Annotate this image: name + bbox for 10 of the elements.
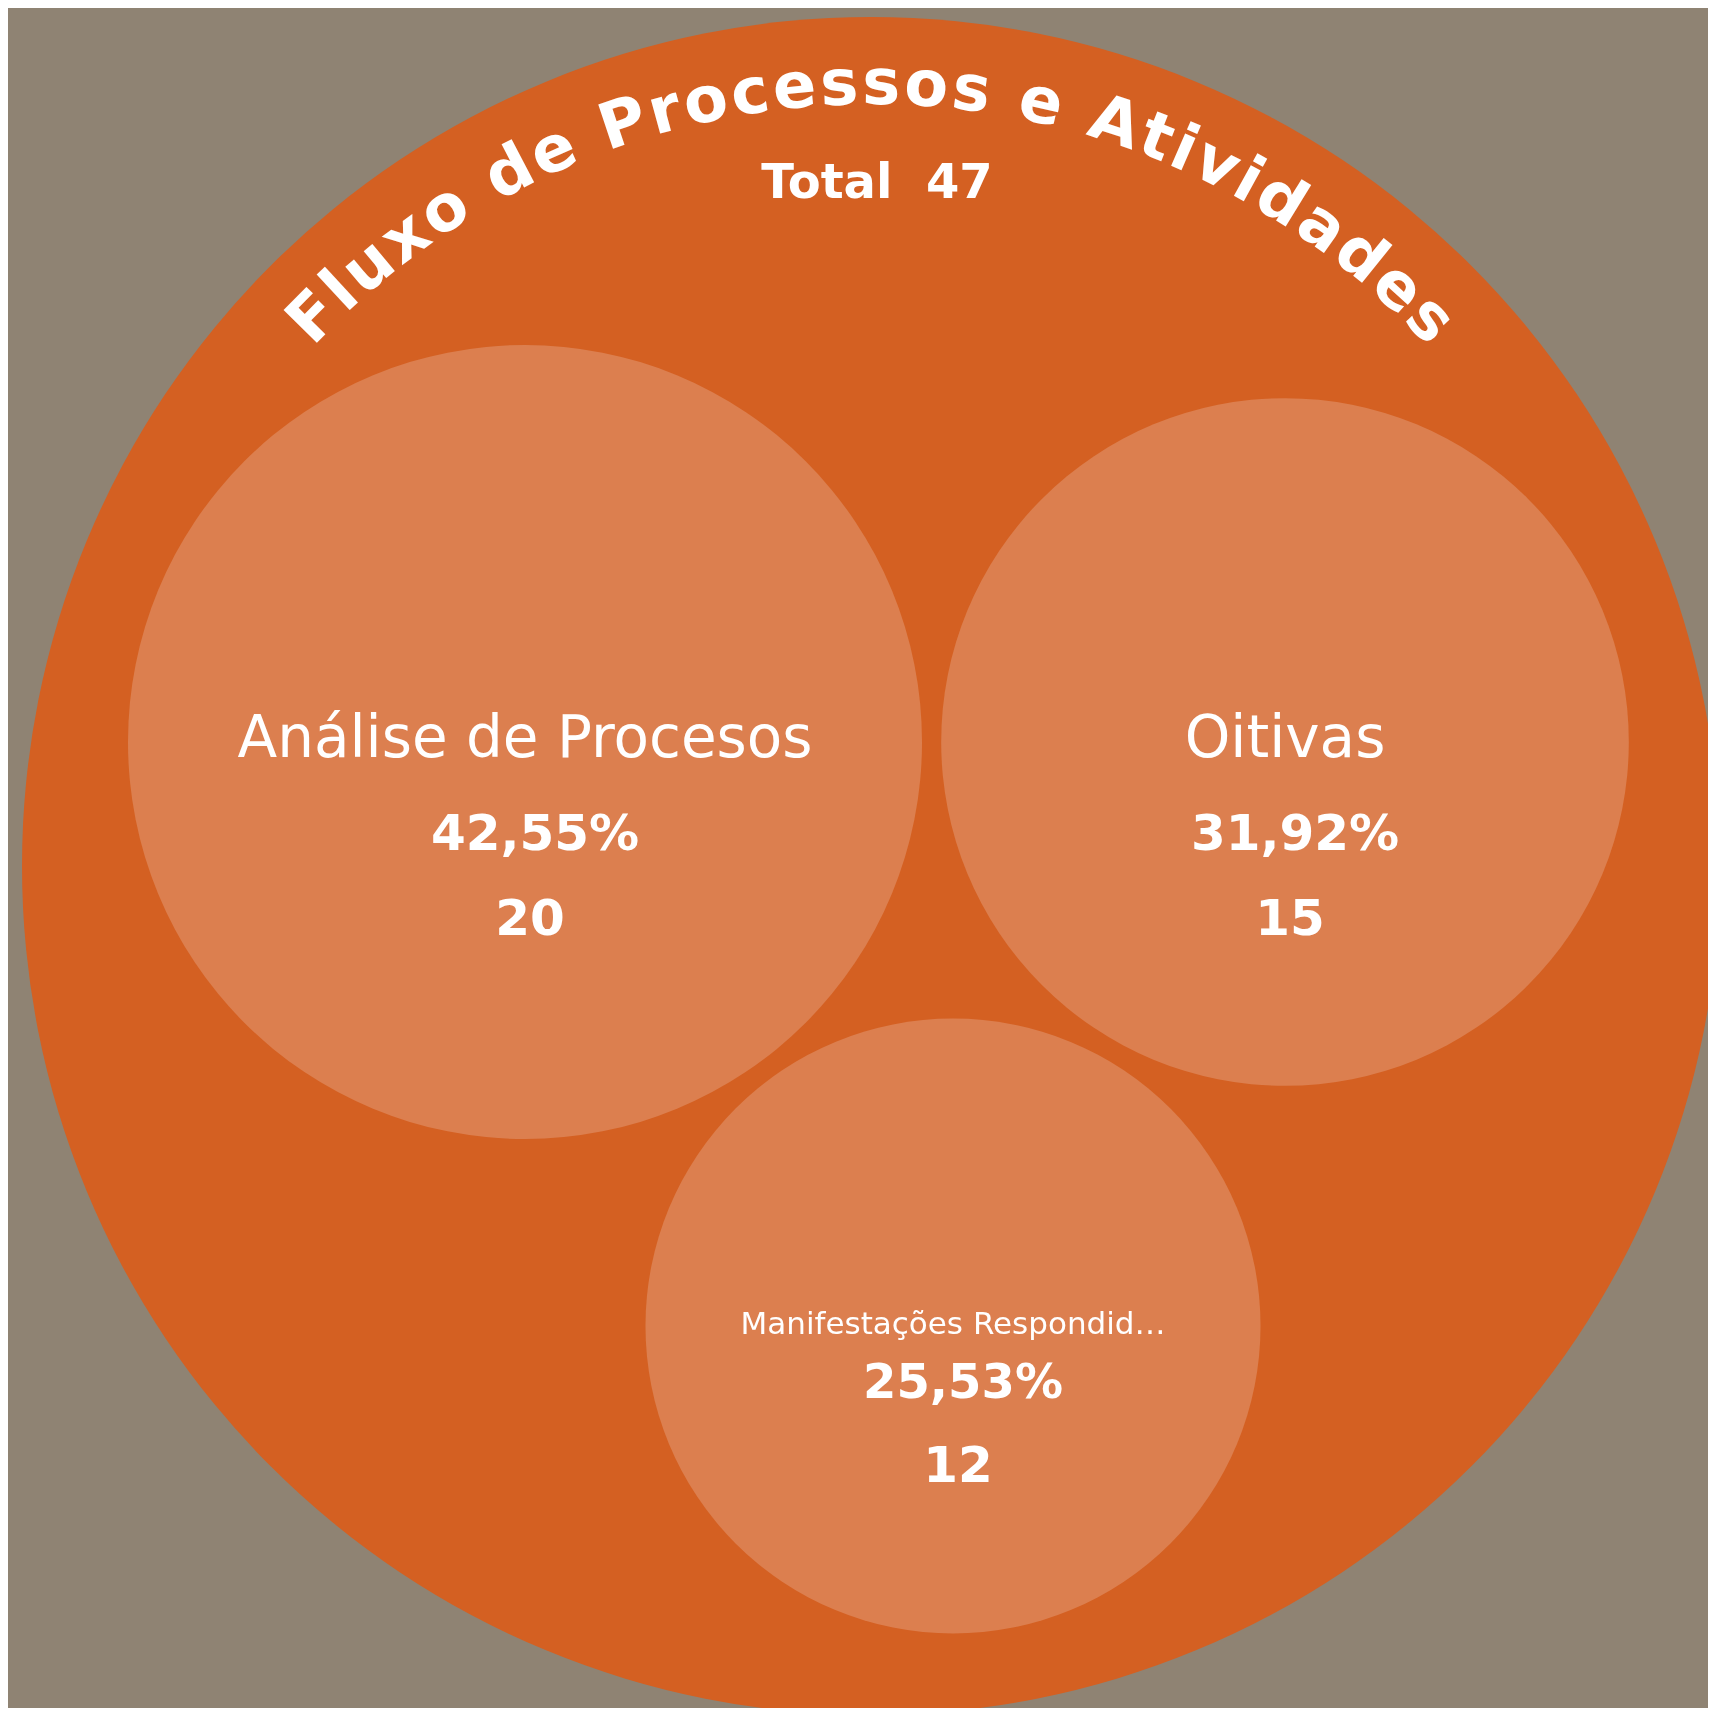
- data-label: 15: [1255, 888, 1325, 947]
- data-label: 12: [923, 1435, 993, 1494]
- category-label: Oitivas: [1184, 703, 1386, 772]
- text: 42,55%: [430, 803, 640, 862]
- data-label: 20: [495, 888, 565, 947]
- text: Total 47: [761, 153, 993, 210]
- text: 25,53%: [863, 1353, 1063, 1410]
- category-label: Análise de Procesos: [237, 703, 813, 772]
- text: 31,92%: [1190, 803, 1400, 862]
- category-label: Manifestações Respondid…: [740, 1305, 1166, 1342]
